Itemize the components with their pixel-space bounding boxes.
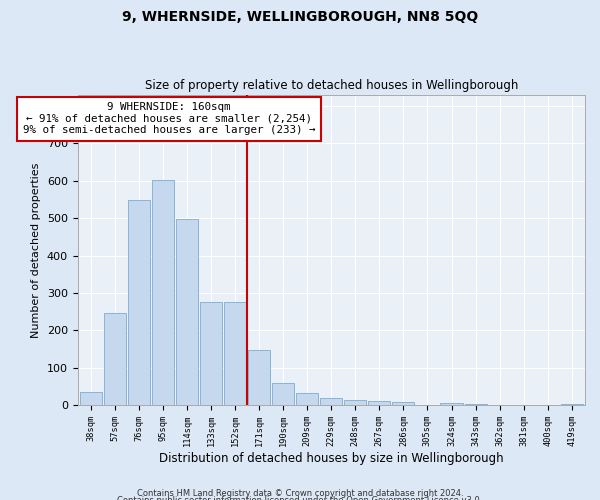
Bar	[440, 404, 463, 405]
Bar	[104, 313, 126, 405]
Bar	[224, 302, 246, 405]
Bar	[80, 392, 102, 405]
Bar	[152, 180, 174, 405]
Text: Contains public sector information licensed under the Open Government Licence v3: Contains public sector information licen…	[118, 496, 482, 500]
Bar	[561, 404, 583, 405]
Bar	[200, 302, 222, 405]
Y-axis label: Number of detached properties: Number of detached properties	[31, 162, 41, 338]
X-axis label: Distribution of detached houses by size in Wellingborough: Distribution of detached houses by size …	[159, 452, 503, 465]
Bar	[248, 350, 270, 405]
Title: Size of property relative to detached houses in Wellingborough: Size of property relative to detached ho…	[145, 79, 518, 92]
Bar	[296, 393, 318, 405]
Bar	[128, 200, 150, 405]
Bar	[392, 402, 415, 405]
Bar	[176, 219, 198, 405]
Bar	[344, 400, 367, 405]
Bar	[272, 383, 294, 405]
Text: Contains HM Land Registry data © Crown copyright and database right 2024.: Contains HM Land Registry data © Crown c…	[137, 488, 463, 498]
Text: 9, WHERNSIDE, WELLINGBOROUGH, NN8 5QQ: 9, WHERNSIDE, WELLINGBOROUGH, NN8 5QQ	[122, 10, 478, 24]
Bar	[464, 404, 487, 405]
Text: 9 WHERNSIDE: 160sqm
← 91% of detached houses are smaller (2,254)
9% of semi-deta: 9 WHERNSIDE: 160sqm ← 91% of detached ho…	[23, 102, 315, 135]
Bar	[368, 402, 391, 405]
Bar	[320, 398, 343, 405]
